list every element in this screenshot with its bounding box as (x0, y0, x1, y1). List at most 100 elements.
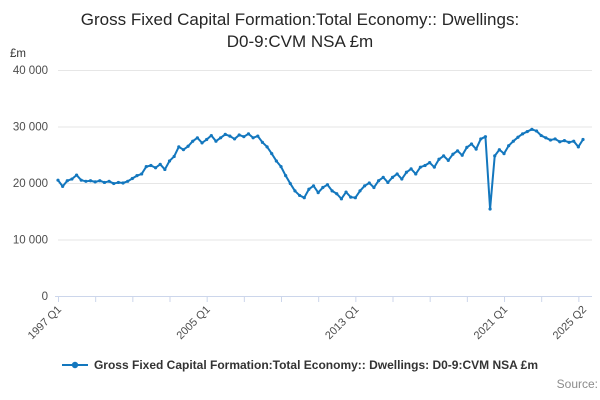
data-point-marker (200, 141, 204, 145)
data-point-marker (451, 152, 455, 156)
data-point-marker (219, 136, 223, 140)
data-point-marker (455, 149, 460, 153)
data-point-marker (335, 192, 339, 196)
data-point-marker (149, 163, 153, 168)
series-line (57, 128, 584, 210)
data-point-marker (158, 162, 162, 166)
data-point-marker (497, 148, 501, 152)
data-point-marker (186, 144, 190, 148)
data-point-marker (418, 165, 422, 169)
data-point-marker (395, 172, 399, 176)
data-point-marker (339, 197, 344, 201)
data-point-marker (521, 132, 525, 136)
data-point-marker (386, 180, 390, 185)
legend-item[interactable]: Gross Fixed Capital Formation:Total Econ… (0, 358, 600, 372)
data-point-marker (195, 136, 199, 140)
data-point-marker (265, 145, 269, 149)
data-point-marker (88, 179, 93, 183)
y-tick-label: 10 000 (13, 235, 48, 247)
x-tick-label: 2021 Q1 (472, 304, 510, 342)
data-point-marker (307, 187, 311, 191)
data-point-marker (112, 181, 116, 186)
data-point-marker (177, 145, 181, 149)
data-point-marker (79, 178, 83, 182)
data-point-marker (409, 167, 413, 171)
data-point-marker (214, 139, 218, 143)
data-point-marker (144, 165, 148, 169)
data-point-marker (460, 153, 464, 157)
data-point-marker (562, 139, 567, 143)
data-point-marker (140, 172, 144, 176)
chart-title-line2: D0-9:CVM NSA £m (226, 32, 374, 51)
data-point-marker (163, 167, 167, 172)
data-point-marker (228, 134, 232, 138)
data-point-marker (172, 154, 176, 159)
data-point-marker (325, 183, 330, 187)
data-point-marker (428, 161, 432, 165)
data-point-marker (572, 139, 576, 143)
data-point-marker (414, 172, 418, 176)
y-tick-label: 40 000 (13, 65, 48, 77)
data-point-marker (191, 139, 195, 143)
x-tick-label: 1997 Q1 (26, 304, 64, 342)
data-point-marker (297, 193, 302, 198)
data-point-marker (437, 157, 441, 161)
data-point-marker (544, 136, 548, 140)
chart-title: Gross Fixed Capital Formation:Total Econ… (0, 9, 600, 53)
y-tick-label: 0 (42, 291, 48, 303)
data-point-marker (223, 132, 227, 137)
data-point-marker (232, 137, 237, 141)
y-tick-label: 20 000 (13, 178, 48, 190)
data-point-marker (102, 180, 107, 185)
y-tick-label: 30 000 (13, 122, 48, 134)
data-point-marker (493, 154, 497, 158)
data-point-marker (246, 132, 251, 136)
data-point-marker (446, 158, 450, 162)
data-point-marker (511, 139, 515, 143)
data-point-marker (302, 196, 306, 200)
plot-area: 40 000 30 000 20 000 10 000 0 £m 1997 Q1 2005 Q… (10, 48, 592, 342)
data-point-marker (84, 179, 88, 183)
data-point-marker (548, 138, 553, 142)
data-point-marker (372, 185, 376, 190)
data-point-marker (167, 159, 172, 163)
data-point-marker (358, 189, 362, 193)
chart-title-line1: Gross Fixed Capital Formation:Total Econ… (80, 10, 520, 29)
data-point-marker (293, 189, 297, 193)
data-point-marker (56, 178, 60, 182)
data-point-marker (353, 196, 357, 200)
data-point-marker (93, 180, 97, 184)
data-point-marker (288, 181, 292, 186)
x-tick-label: 2025 Q2 (551, 304, 589, 342)
data-point-marker (260, 140, 265, 144)
data-point-marker (316, 191, 320, 195)
legend-label: Gross Fixed Capital Formation:Total Econ… (93, 358, 539, 372)
data-point-marker (465, 145, 469, 150)
data-point-marker (539, 133, 543, 138)
y-axis-unit-label: £m (10, 48, 26, 60)
data-point-marker (423, 163, 427, 168)
data-point-marker (479, 137, 483, 141)
data-point-marker (400, 177, 404, 181)
data-point-marker (567, 140, 571, 144)
data-point-marker (284, 174, 288, 178)
data-point-marker (474, 147, 478, 151)
data-point-marker (483, 135, 488, 139)
data-point-marker (330, 189, 334, 193)
data-point-marker (376, 179, 381, 183)
data-point-marker (581, 137, 585, 142)
data-point-marker (525, 129, 529, 134)
data-point-marker (121, 181, 125, 185)
data-point-marker (61, 184, 65, 188)
data-point-marker (516, 135, 520, 139)
data-point-marker (432, 165, 436, 169)
data-point-marker (65, 179, 69, 183)
data-point-marker (390, 175, 395, 179)
legend-line-marker (61, 361, 88, 369)
data-point-marker (534, 129, 539, 133)
data-point-marker (130, 176, 134, 181)
data-point-marker (321, 185, 325, 190)
data-point-marker (381, 175, 385, 179)
data-point-marker (205, 137, 209, 142)
